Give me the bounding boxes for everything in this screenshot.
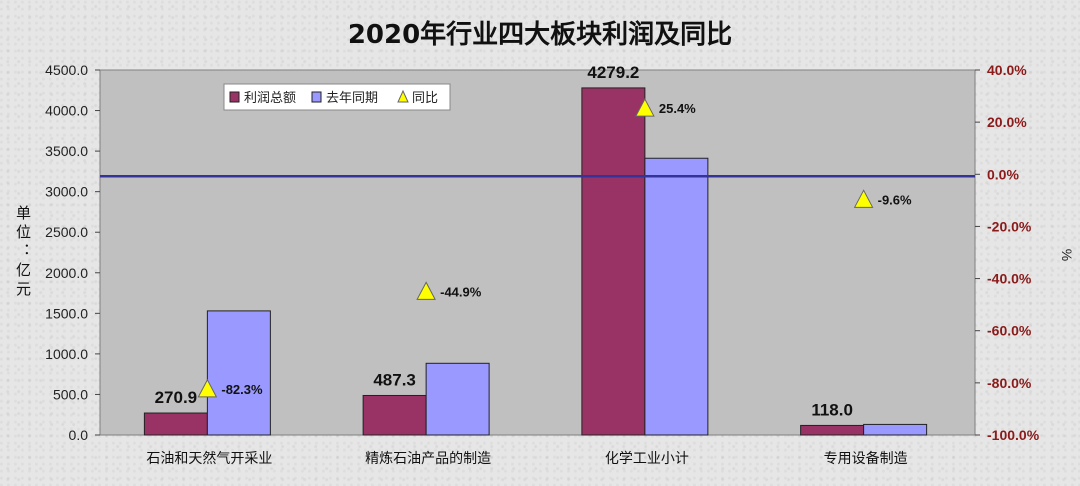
y2-tick-label: 0.0%: [987, 166, 1019, 182]
y-tick-label: 1000.0: [45, 346, 88, 362]
y2-tick-label: 40.0%: [987, 62, 1027, 78]
y2-tick-label: -100.0%: [987, 427, 1040, 443]
bar-last-year: [206, 310, 271, 436]
bar-last-year: [425, 362, 490, 436]
y-tick-label: 2500.0: [45, 224, 88, 240]
bar-profit: [143, 412, 208, 436]
y-tick-label: 500.0: [53, 386, 88, 402]
data-label-profit: 487.3: [373, 370, 416, 389]
y-tick-label: 2000.0: [45, 265, 88, 281]
bar-last-year: [863, 423, 928, 436]
y-tick-label: 1500.0: [45, 305, 88, 321]
y-tick-label: 4500.0: [45, 62, 88, 78]
y2-tick-label: -80.0%: [987, 375, 1032, 391]
bar-profit: [362, 394, 427, 436]
bar-profit: [800, 424, 865, 436]
data-label-yoy: -9.6%: [878, 192, 912, 207]
y2-tick-label: -40.0%: [987, 271, 1032, 287]
data-label-profit: 4279.2: [587, 63, 639, 82]
y-tick-label: 3000.0: [45, 184, 88, 200]
y2-tick-label: -60.0%: [987, 323, 1032, 339]
legend-swatch: [397, 89, 409, 103]
marker-yoy: [197, 378, 218, 398]
legend-swatch: [311, 91, 322, 103]
x-tick-label: 石油和天然气开采业: [146, 450, 272, 467]
data-label-yoy: 25.4%: [659, 101, 696, 116]
x-tick-label: 化学工业小计: [605, 451, 689, 467]
y-axis-label: 单位：亿元: [14, 205, 32, 300]
y2-tick-label: -20.0%: [987, 218, 1032, 234]
marker-yoy: [853, 189, 874, 208]
y2-axis-label: %: [1059, 249, 1075, 261]
y-tick-label: 4000.0: [45, 103, 88, 119]
data-label-profit: 270.9: [155, 388, 198, 407]
data-label-yoy: -44.9%: [440, 284, 482, 299]
bar-last-year: [644, 157, 709, 436]
legend-label: 利润总额: [244, 91, 296, 106]
marker-yoy: [635, 97, 655, 117]
x-tick-label: 精炼石油产品的制造: [365, 451, 491, 467]
legend-label: 去年同期: [326, 91, 378, 106]
x-tick-label: 专用设备制造: [824, 450, 908, 467]
chart-title: 2020年行业四大板块利润及同比: [347, 20, 733, 50]
bar-profit: [581, 87, 646, 436]
y-tick-label: 0.0: [69, 427, 89, 443]
marker-yoy: [416, 281, 436, 300]
y2-tick-label: 20.0%: [987, 114, 1027, 130]
y-tick-label: 3500.0: [45, 143, 88, 159]
data-label-yoy: -82.3%: [221, 382, 263, 397]
legend-label: 同比: [412, 91, 438, 106]
legend: [223, 83, 451, 111]
legend-swatch: [229, 91, 240, 103]
data-label-profit: 118.0: [811, 400, 853, 419]
